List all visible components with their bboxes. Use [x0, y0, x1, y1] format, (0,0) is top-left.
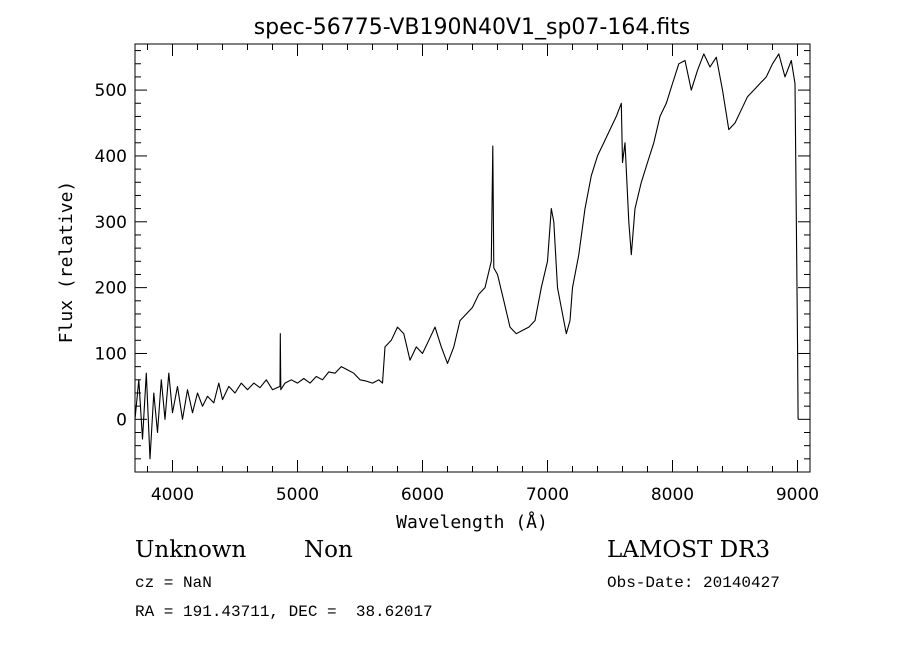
- x-tick-label: 6000: [401, 485, 444, 505]
- x-tick-label: 4000: [151, 485, 194, 505]
- y-tick-label: 200: [95, 279, 127, 299]
- coordinates-label: RA = 191.43711, DEC = 38.62017: [135, 603, 433, 621]
- x-tick-label: 5000: [276, 485, 319, 505]
- x-axis-label: Wavelength (Å): [396, 511, 548, 533]
- subclass-label: Non: [304, 537, 353, 563]
- y-tick-label: 500: [95, 81, 127, 101]
- object-type-label: Unknown: [135, 537, 247, 563]
- plot-frame: [134, 43, 811, 473]
- survey-label: LAMOST DR3: [607, 537, 771, 563]
- redshift-label: cz = NaN: [135, 574, 212, 592]
- chart-title: spec-56775-VB190N40V1_sp07-164.fits: [254, 15, 691, 40]
- spectrum-line-flux: [134, 53, 799, 460]
- y-tick-label: 100: [95, 344, 127, 364]
- x-tick-label: 8000: [651, 485, 694, 505]
- y-axis-label: Flux (relative): [56, 181, 77, 344]
- y-tick-label: 400: [95, 147, 127, 167]
- x-tick-label: 7000: [526, 485, 569, 505]
- obs-date-label: Obs-Date: 20140427: [607, 574, 780, 592]
- x-tick-label: 9000: [776, 485, 819, 505]
- y-tick-label: 300: [95, 213, 127, 233]
- y-tick-label: 0: [116, 410, 127, 430]
